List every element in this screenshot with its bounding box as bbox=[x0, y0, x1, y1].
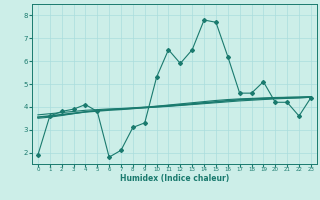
X-axis label: Humidex (Indice chaleur): Humidex (Indice chaleur) bbox=[120, 174, 229, 183]
